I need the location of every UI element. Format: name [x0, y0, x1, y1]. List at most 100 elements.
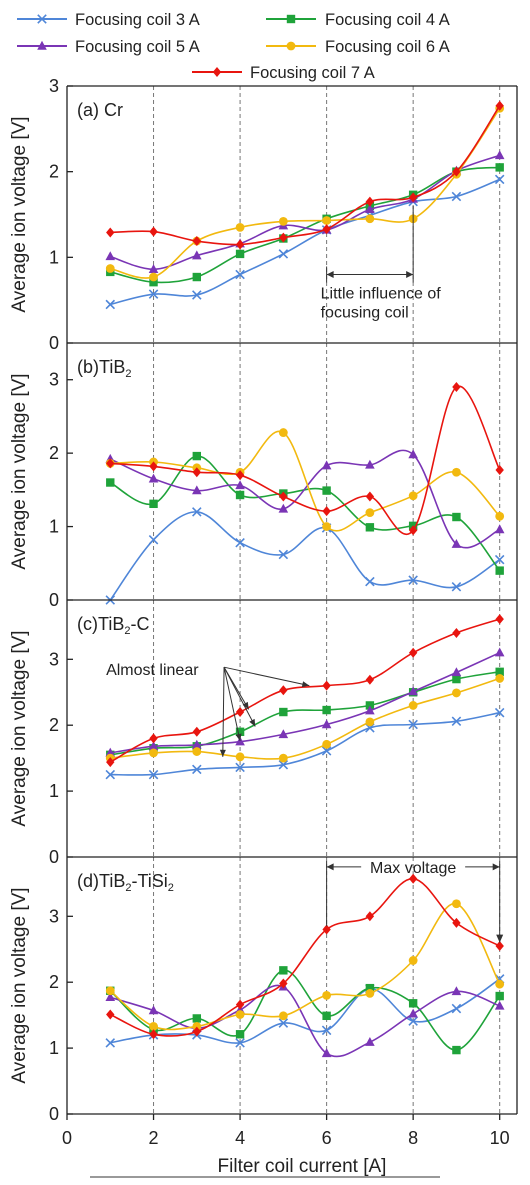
x-tick-label: 2: [149, 1128, 159, 1148]
data-point-coil6-2: [149, 1021, 158, 1031]
data-point-coil3-8-b: [408, 1016, 418, 1026]
data-point-coil6-8: [408, 956, 418, 965]
data-point-coil4-3: [192, 451, 202, 461]
y-tick-label: 1: [49, 517, 59, 537]
panel-label-main: (d)TiB: [77, 871, 125, 891]
data-point-coil4-8: [408, 999, 418, 1008]
data-point-coil6-10: [495, 674, 505, 683]
data-point-coil5-9: [451, 538, 462, 548]
y-axis-title: Average ion voltage [V]: [9, 116, 30, 312]
series-line-coil3: [110, 978, 501, 1044]
data-point-coil7-7: [365, 491, 375, 502]
data-point-coil5-6: [321, 460, 332, 470]
data-point-coil7-8: [408, 873, 418, 884]
data-point-coil5-5: [278, 729, 289, 739]
data-point-coil3-6-b: [321, 746, 332, 756]
data-point-coil3-8-b: [408, 719, 418, 730]
legend-label-coil3: Focusing coil 3 A: [75, 11, 200, 29]
series-line-coil7: [110, 105, 501, 246]
series-coil7: [106, 873, 504, 1040]
data-point-coil3-8: [408, 575, 418, 585]
data-point-coil5-2: [148, 473, 159, 483]
annotation-text: Max voltage: [370, 860, 456, 877]
legend-marker-coil3: [37, 14, 47, 24]
data-point-coil3-2-b: [148, 535, 159, 545]
data-point-coil6-9: [452, 899, 461, 909]
data-point-coil7-10: [495, 940, 504, 951]
data-point-coil6-9: [452, 467, 461, 477]
data-point-coil3-9-b: [451, 191, 462, 202]
series-line-coil3: [109, 511, 501, 601]
data-point-coil3-1-b: [105, 1038, 116, 1048]
data-point-coil7-10: [495, 465, 504, 476]
data-point-coil3-5: [278, 549, 289, 560]
data-point-coil4-9: [452, 512, 461, 522]
data-point-coil7-1: [106, 458, 115, 469]
series-line-coil7: [109, 877, 501, 1037]
data-point-coil3-9: [451, 1003, 462, 1014]
panel-label-suffix: -C: [130, 614, 149, 634]
data-point-coil7-8: [408, 525, 418, 536]
data-point-coil6-8: [408, 701, 418, 710]
data-point-coil4-4: [235, 490, 245, 500]
data-point-coil6-5: [278, 216, 288, 226]
x-tick-label: 8: [408, 1128, 418, 1148]
data-point-coil3-5: [278, 759, 289, 770]
data-point-coil6-1: [105, 986, 115, 996]
data-point-coil4-2: [149, 499, 158, 509]
data-point-coil3-10: [494, 174, 505, 185]
panel-label-sub: 2: [125, 882, 131, 894]
data-point-coil6-6: [322, 522, 332, 531]
x-tick-label: 0: [62, 1128, 72, 1148]
data-point-coil7-2: [149, 733, 158, 744]
series-line-coil4: [109, 455, 501, 572]
data-point-coil7-7: [365, 911, 375, 922]
data-point-coil5-2: [148, 741, 159, 750]
data-point-coil3-1-b: [105, 299, 116, 310]
data-point-coil3-9: [451, 716, 462, 727]
data-point-coil6-3: [192, 747, 202, 756]
data-point-coil5-6: [321, 719, 332, 729]
series-coil3: [105, 174, 505, 310]
x-axis: 0 2 4 6 8 10 Filter coil current [A]: [62, 1114, 510, 1178]
data-point-coil4-5: [279, 707, 288, 717]
legend-entry-coil3: Focusing coil 3 A: [17, 11, 200, 29]
data-point-coil6-10: [495, 979, 505, 989]
data-point-coil4-7: [365, 983, 375, 993]
series-line-coil7: [109, 618, 500, 763]
data-point-coil3-10: [494, 707, 505, 718]
annotation-text: Little influence of: [321, 285, 442, 302]
data-point-coil4-10: [495, 566, 504, 575]
data-point-coil3-2-b: [148, 289, 159, 299]
data-point-coil5-2: [148, 1005, 159, 1015]
annotation-arrowhead-down: [496, 934, 504, 943]
data-point-coil7-5: [279, 491, 288, 502]
panel-label-sub2: 2: [168, 882, 174, 894]
data-point-coil3-6: [321, 1025, 332, 1036]
x-axis-title: Filter coil current [A]: [218, 1156, 387, 1177]
data-point-coil3-9-b: [451, 716, 462, 727]
series-line-coil7: [110, 385, 501, 535]
data-point-coil5-3: [192, 250, 202, 260]
data-point-coil5-3: [192, 739, 202, 749]
annotation-arrow-2: [223, 666, 256, 727]
data-point-coil6-4: [235, 752, 245, 762]
y-tick-label: 0: [49, 590, 59, 610]
annotation-text: focusing coil: [321, 304, 409, 321]
data-point-coil3-2-b: [148, 769, 159, 780]
data-point-coil3-3-b: [192, 290, 202, 300]
series-line-coil3: [110, 711, 500, 776]
data-point-coil5-3: [192, 485, 202, 495]
panel-label: (b)TiB2: [77, 357, 131, 380]
data-point-coil6-5: [278, 753, 288, 763]
panel-label: (a) Cr: [77, 100, 123, 120]
series-coil5: [105, 647, 505, 757]
panel-label: (c)TiB2-C: [77, 614, 149, 637]
panel-1: 0 1 2 3 Average ion voltage [V] (a) Cr Little …: [9, 76, 518, 353]
data-point-coil3-5-b: [278, 249, 289, 259]
annotation-arrowhead-right: [492, 863, 500, 871]
data-point-coil3-7: [365, 576, 375, 587]
annotation-arrow-3: [223, 666, 250, 710]
y-tick-label: 3: [49, 649, 59, 669]
